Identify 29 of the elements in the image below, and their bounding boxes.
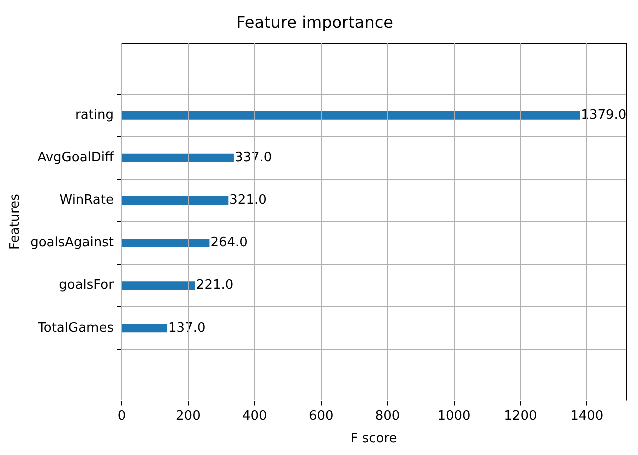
y-axis-title: Features <box>8 194 24 250</box>
x-tick-label: 1200 <box>504 408 538 424</box>
x-tick-label: 800 <box>375 408 400 424</box>
x-tick-label: 1400 <box>570 408 604 424</box>
data-label: 337.0 <box>234 150 272 166</box>
y-tick-label: rating <box>75 108 114 123</box>
y-tick-label: AvgGoalDiff <box>38 150 116 166</box>
y-tick-label: TotalGames <box>37 320 114 336</box>
data-label: 321.0 <box>230 193 267 208</box>
x-tick-label: 0 <box>118 408 126 424</box>
bar <box>122 239 210 248</box>
x-tick-label: 200 <box>176 408 201 424</box>
data-label: 264.0 <box>210 236 248 251</box>
x-axis-title: F score <box>350 432 398 447</box>
x-tick-label: 400 <box>242 408 268 424</box>
bar <box>122 196 229 205</box>
y-tick-label: goalsAgainst <box>30 236 114 251</box>
chart-title: Feature importance <box>236 12 394 32</box>
bar <box>122 282 196 290</box>
data-label: 137.0 <box>168 320 206 336</box>
data-label: 1379.0 <box>581 108 627 123</box>
bar <box>122 154 234 162</box>
data-label: 221.0 <box>196 278 234 294</box>
x-tick-label: 600 <box>308 408 334 424</box>
bar <box>122 111 580 120</box>
bar <box>122 324 168 333</box>
x-tick-label: 1000 <box>438 408 471 424</box>
y-tick-label: WinRate <box>60 193 114 208</box>
y-tick-label: goalsFor <box>59 278 115 294</box>
